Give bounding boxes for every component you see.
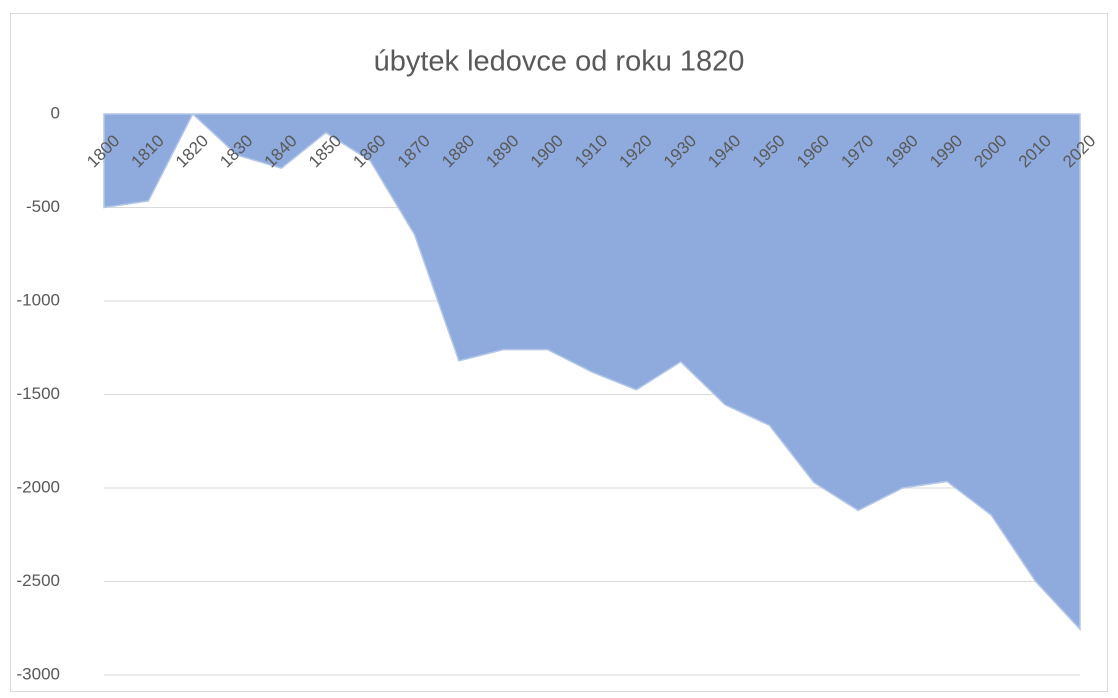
y-tick-label: 0: [51, 103, 60, 122]
y-tick-label: -1500: [17, 384, 60, 403]
y-tick-label: -2000: [17, 477, 60, 496]
area: [103, 112, 1081, 632]
y-tick-label: -3000: [17, 664, 60, 683]
y-tick-label: -500: [26, 197, 60, 216]
chart-title: úbytek ledovce od roku 1820: [374, 46, 745, 78]
y-tick-label: -1000: [17, 290, 60, 309]
y-tick-label: -2500: [17, 571, 60, 590]
